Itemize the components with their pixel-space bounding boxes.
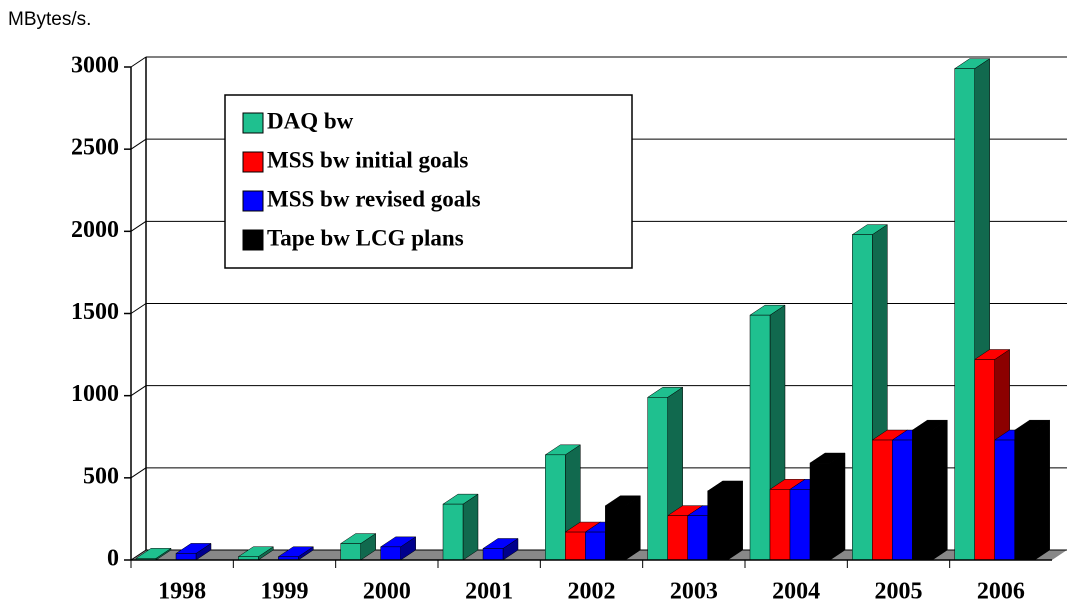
bar-side: [932, 420, 948, 560]
bar-side: [196, 543, 211, 560]
bar-side-shade: [625, 495, 641, 561]
bar: [912, 429, 933, 561]
y-tick-label: 500: [83, 463, 119, 489]
bar-side-shade: [932, 419, 948, 561]
bar-side: [298, 546, 314, 560]
bar: [585, 531, 606, 561]
y-tick-label: 2000: [71, 217, 119, 243]
y-tick-label: 0: [107, 546, 119, 572]
bar-side-shade: [727, 480, 743, 561]
bar: [442, 503, 464, 561]
legend-swatch: [242, 229, 264, 251]
bar: [565, 531, 586, 561]
bar-side: [463, 494, 478, 560]
grid-line-diag: [130, 220, 147, 232]
bar: [994, 439, 1015, 561]
bar-side: [156, 548, 171, 560]
y-tick-label: 2500: [71, 135, 119, 161]
x-tick-label: 1998: [158, 579, 206, 605]
bar-side: [625, 495, 641, 560]
bar: [769, 489, 791, 561]
bar: [175, 553, 197, 561]
bar: [707, 490, 728, 561]
bar: [1014, 429, 1035, 561]
y-tick-label: 1500: [71, 299, 119, 325]
x-tick-label: 1999: [261, 579, 309, 605]
grid-line-diag: [130, 303, 147, 314]
legend-label: Tape bw LCG plans: [267, 225, 464, 250]
bar-side: [360, 533, 376, 560]
bar: [749, 314, 771, 561]
grid-line-diag: [130, 138, 147, 150]
bar: [789, 489, 811, 561]
x-tick-label: 2000: [363, 579, 411, 605]
bar: [647, 397, 668, 561]
legend-swatch: [242, 190, 264, 212]
x-tick-label: 2006: [977, 579, 1025, 605]
bar: [974, 359, 995, 561]
bar: [892, 439, 913, 561]
legend-label: DAQ bw: [267, 108, 354, 133]
bar: [605, 505, 626, 561]
bar: [340, 543, 361, 561]
bar: [954, 68, 975, 561]
x-tick-label: 2004: [772, 579, 820, 605]
bar: [380, 546, 401, 561]
bar: [687, 515, 708, 561]
bar: [852, 234, 873, 561]
bar-side-shade: [829, 452, 846, 561]
bar: [809, 462, 831, 561]
legend-swatch: [242, 112, 264, 134]
bar-side: [1034, 420, 1050, 560]
y-tick-label: 1000: [71, 381, 119, 407]
x-tick-label: 2001: [465, 579, 513, 605]
bar-side: [830, 453, 845, 560]
x-tick-label: 2005: [875, 579, 923, 605]
bar-side: [727, 480, 743, 560]
bar: [667, 515, 688, 561]
legend-box: [224, 94, 633, 269]
grid-line-diag: [130, 56, 147, 68]
bar-side: [503, 538, 518, 560]
grid-line-diag: [130, 549, 147, 561]
bar-side: [258, 546, 274, 560]
bar-side-shade: [1034, 419, 1050, 561]
bar-side: [400, 536, 416, 560]
legend-swatch: [242, 151, 264, 173]
bar: [872, 439, 893, 561]
legend-label: MSS bw initial goals: [267, 147, 468, 172]
y-axis-label: MBytes/s.: [8, 9, 91, 30]
grid-line-diag: [130, 467, 147, 479]
bar: [482, 548, 504, 561]
bar: [545, 454, 566, 561]
y-tick-label: 3000: [71, 53, 119, 79]
bar-side-shade: [462, 493, 479, 561]
legend-label: MSS bw revised goals: [267, 186, 481, 211]
x-tick-label: 2003: [670, 579, 718, 605]
grid-line-diag: [130, 385, 147, 397]
x-tick-label: 2002: [568, 579, 616, 605]
